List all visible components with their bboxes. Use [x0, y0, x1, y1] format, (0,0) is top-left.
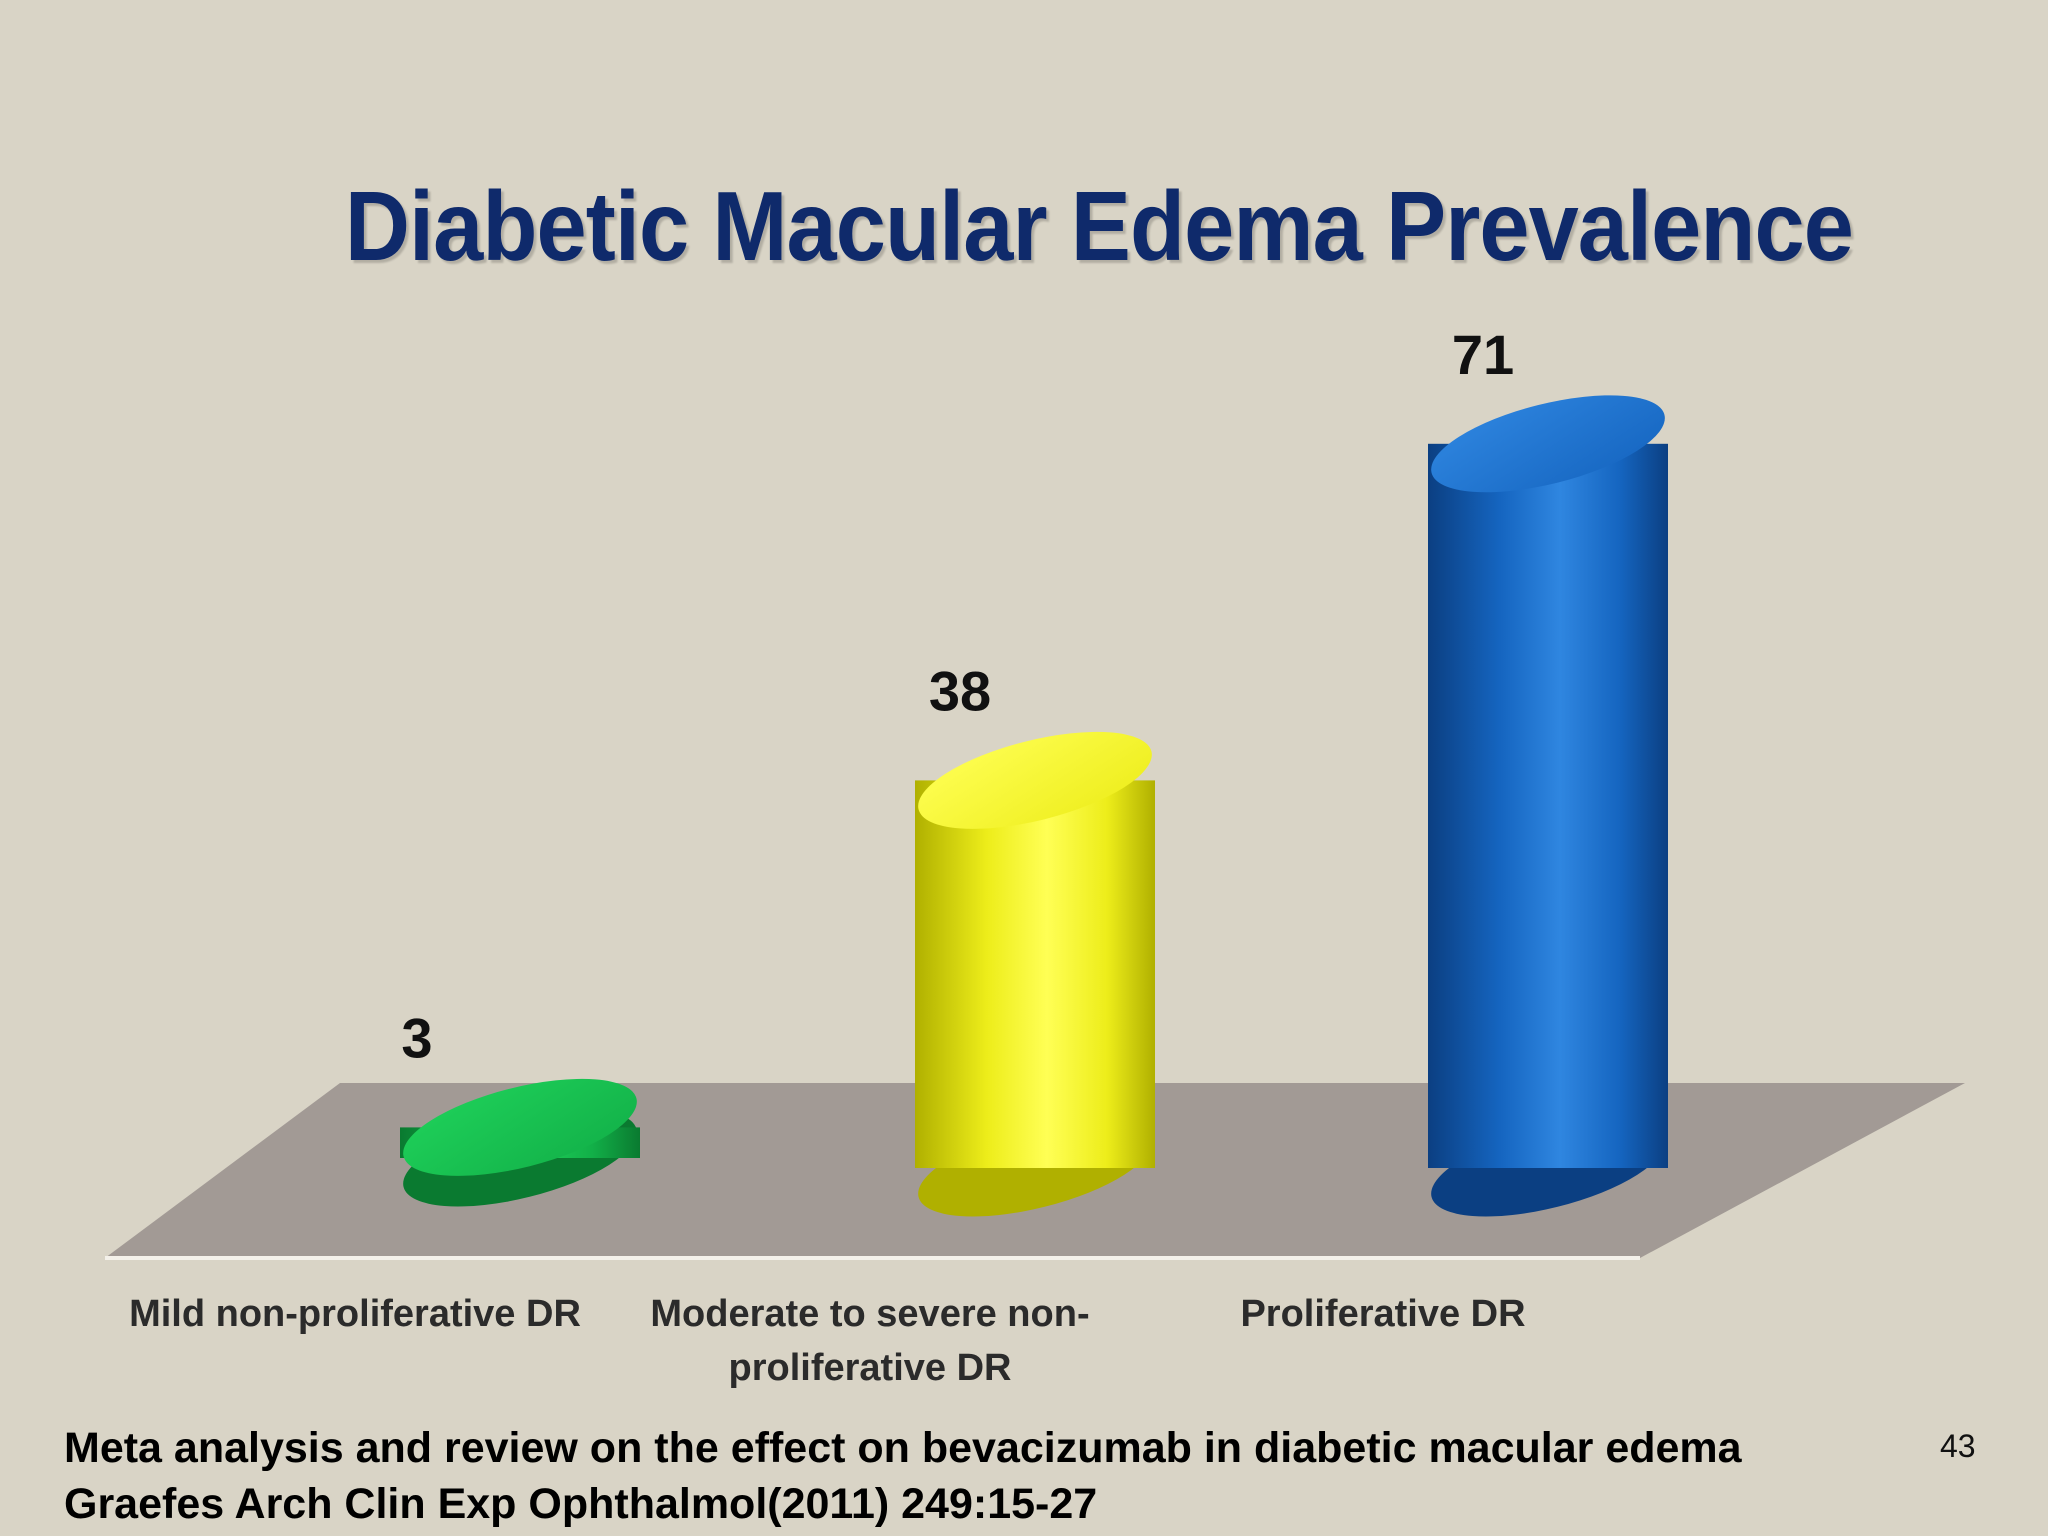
bar-body: [915, 780, 1155, 1168]
bar-body: [1428, 443, 1668, 1168]
bar-top: [403, 1078, 637, 1176]
category-label: Proliferative DR: [1240, 1293, 1525, 1335]
data-label: 71: [1452, 323, 1514, 386]
bar-1: [400, 1078, 640, 1207]
bar-top: [918, 731, 1152, 829]
data-label: 38: [929, 659, 991, 722]
citation-line-1: Meta analysis and review on the effect o…: [64, 1424, 1742, 1472]
citation-line-2: Graefes Arch Clin Exp Ophthalmol(2011) 2…: [64, 1480, 1098, 1528]
data-label: 3: [401, 1006, 432, 1069]
category-label: Mild non-proliferative DR: [129, 1293, 581, 1335]
chart-title: Diabetic Macular Edema Prevalence: [88, 170, 1972, 283]
citation: Meta analysis and review on the effect o…: [64, 1420, 1742, 1532]
bar-top: [1431, 395, 1665, 493]
chart-title-text: Diabetic Macular Edema Prevalence: [344, 171, 1854, 281]
category-label: Moderate to severe non-: [650, 1293, 1089, 1335]
page-number: 43: [1940, 1428, 1976, 1464]
category-label: proliferative DR: [729, 1347, 1012, 1389]
bar-chart: 3 38 71 Mild non-proliferative DR Moderate t…: [105, 323, 1965, 1389]
bar-3: [1428, 395, 1668, 1217]
bar-2: [915, 731, 1155, 1217]
